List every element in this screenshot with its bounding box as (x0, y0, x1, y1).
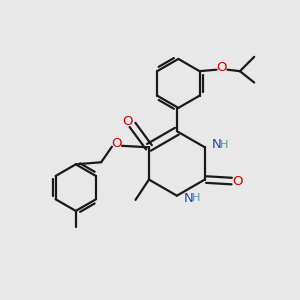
Text: N: N (211, 138, 221, 152)
Text: O: O (232, 175, 242, 188)
Text: N: N (183, 192, 193, 205)
Text: O: O (122, 115, 132, 128)
Text: H: H (191, 193, 200, 203)
Text: O: O (217, 61, 227, 74)
Text: O: O (111, 137, 122, 150)
Text: H: H (219, 140, 228, 150)
